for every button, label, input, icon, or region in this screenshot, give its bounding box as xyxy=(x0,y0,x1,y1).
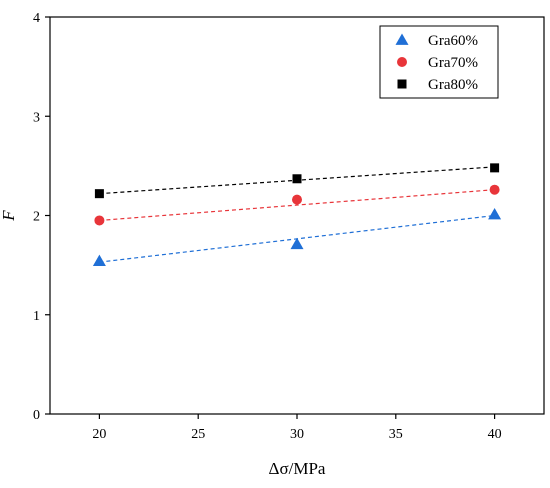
x-tick-label: 20 xyxy=(92,427,106,442)
y-tick-label: 0 xyxy=(33,408,40,423)
data-point-2-1 xyxy=(292,174,302,184)
y-axis-ticks: 0 1 2 3 4 xyxy=(33,11,50,423)
data-point-1-1 xyxy=(292,194,302,205)
data-point-2-0 xyxy=(94,189,104,199)
data-point-0-2 xyxy=(488,208,502,220)
x-tick-label: 25 xyxy=(191,427,205,442)
data-point-2-2 xyxy=(490,163,500,173)
y-tick-label: 2 xyxy=(33,210,40,225)
x-axis-ticks: 20 25 30 35 40 xyxy=(92,414,502,442)
x-axis-title: Δσ/MPa xyxy=(269,459,326,478)
data-point-0-1 xyxy=(290,237,304,250)
legend-label: Gra70% xyxy=(428,55,478,71)
data-markers xyxy=(92,163,502,267)
legend-label: Gra80% xyxy=(428,77,478,93)
y-tick-label: 4 xyxy=(33,11,40,26)
x-tick-label: 30 xyxy=(290,427,304,442)
y-tick-label: 1 xyxy=(33,309,40,324)
legend-marker-0 xyxy=(395,33,409,45)
legend-marker-1 xyxy=(397,57,407,67)
legend-marker-2 xyxy=(397,79,407,89)
y-axis-title: F xyxy=(0,210,18,222)
fit-line-1 xyxy=(99,189,495,222)
data-point-0-0 xyxy=(92,254,106,267)
legend-label: Gra60% xyxy=(428,33,478,49)
y-tick-label: 3 xyxy=(33,110,40,125)
data-point-1-0 xyxy=(94,215,105,226)
data-point-1-2 xyxy=(489,184,500,195)
x-tick-label: 40 xyxy=(488,427,502,442)
legend: Gra60% Gra70% Gra80% xyxy=(379,25,499,99)
x-tick-label: 35 xyxy=(389,427,403,442)
